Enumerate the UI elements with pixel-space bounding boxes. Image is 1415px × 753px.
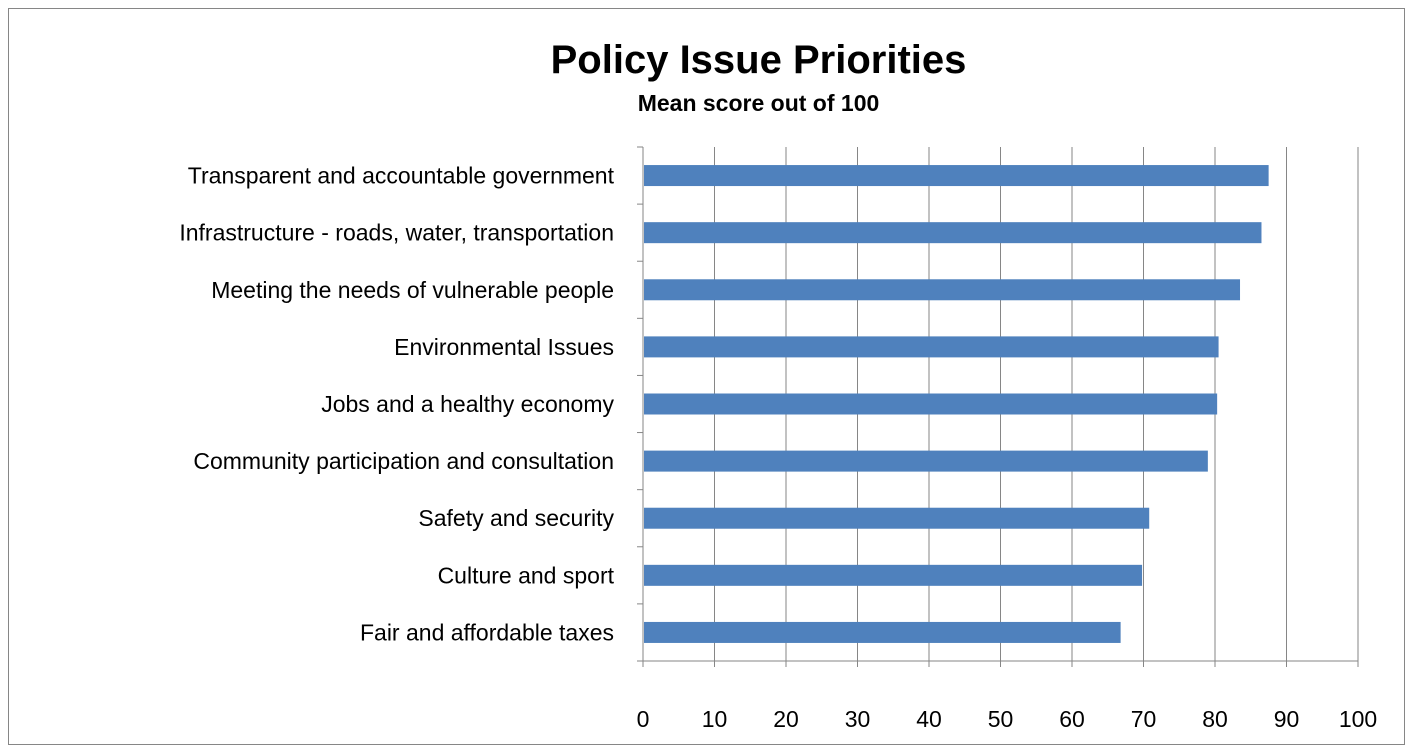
x-tick-label: 70 (1131, 706, 1157, 732)
bars (644, 165, 1269, 643)
x-tick-label: 60 (1059, 706, 1085, 732)
axes (637, 146, 1359, 667)
category-label: Infrastructure - roads, water, transport… (179, 220, 614, 246)
category-label: Community participation and consultation (193, 448, 614, 474)
category-label: Environmental Issues (394, 334, 614, 360)
bar (644, 621, 1121, 643)
category-labels: Transparent and accountable government In… (179, 163, 614, 646)
x-tick-label: 100 (1339, 706, 1377, 732)
bar (644, 165, 1269, 187)
bar (644, 507, 1150, 529)
x-tick-label: 50 (988, 706, 1014, 732)
chart-title: Policy Issue Priorities (550, 38, 967, 82)
category-label: Fair and affordable taxes (360, 619, 614, 645)
category-label: Safety and security (418, 505, 614, 531)
x-tick-label: 80 (1202, 706, 1228, 732)
bar (644, 393, 1218, 415)
x-tick-label: 30 (845, 706, 871, 732)
x-tick-label: 20 (773, 706, 799, 732)
category-label: Culture and sport (438, 562, 615, 588)
category-label: Transparent and accountable government (188, 163, 615, 189)
x-tick-label: 0 (637, 706, 650, 732)
x-tick-label: 10 (702, 706, 728, 732)
bar (644, 450, 1208, 472)
bar (644, 222, 1262, 244)
x-tick-label: 90 (1274, 706, 1300, 732)
category-label: Jobs and a healthy economy (321, 391, 614, 417)
bar (644, 279, 1241, 301)
tick-labels: 0 10 20 30 40 50 60 70 80 90 100 (637, 706, 1378, 732)
category-label: Meeting the needs of vulnerable people (211, 277, 614, 303)
x-tick-label: 40 (916, 706, 942, 732)
chart-subtitle: Mean score out of 100 (637, 90, 880, 116)
bar (644, 564, 1143, 586)
bar (644, 336, 1219, 358)
